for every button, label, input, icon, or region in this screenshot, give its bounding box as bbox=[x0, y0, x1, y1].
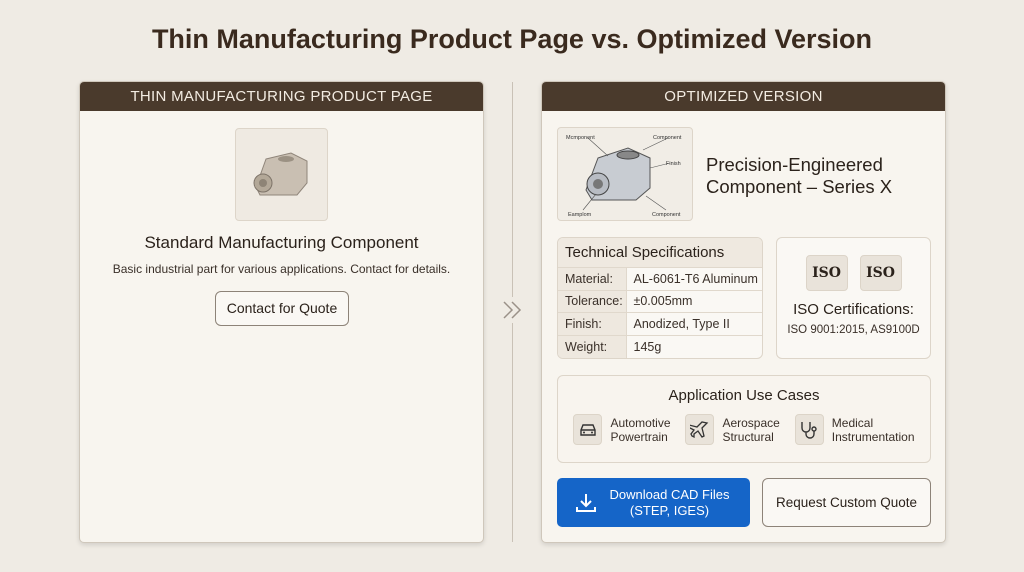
specs-table: Material: AL-6061-T6 Aluminum Tolerance: ±0… bbox=[558, 267, 762, 358]
use-case-label: Structural bbox=[722, 429, 774, 444]
spec-value: ±0.005mm bbox=[626, 289, 762, 313]
spec-label: Material: bbox=[558, 267, 627, 290]
use-case-label: Medical bbox=[831, 415, 874, 430]
chevron-right-icon bbox=[499, 297, 527, 323]
use-case-automotive: Automotive Powertrain bbox=[573, 414, 671, 445]
iso-certifications: ISO ISO ISO Certifications: ISO 9001:201… bbox=[776, 237, 931, 359]
download-label: (STEP, IGES) bbox=[629, 502, 710, 518]
specs-title: Technical Specifications bbox=[558, 238, 762, 267]
use-cases-title: Application Use Cases bbox=[668, 387, 820, 404]
spec-label: Weight: bbox=[558, 334, 627, 358]
use-case-label: Automotive bbox=[610, 415, 671, 430]
spec-row: Tolerance: ±0.005mm bbox=[558, 289, 762, 313]
svg-text:Component: Component bbox=[653, 135, 682, 141]
download-cad-button[interactable]: Download CAD Files (STEP, IGES) bbox=[557, 478, 750, 527]
spec-label: Tolerance: bbox=[558, 289, 627, 313]
svg-text:Mcmponent: Mcmponent bbox=[566, 135, 595, 141]
product-title: Standard Manufacturing Component bbox=[144, 233, 419, 252]
thin-product-panel: THIN MANUFACTURING PRODUCT PAGE Standard… bbox=[79, 81, 484, 543]
technical-specifications: Technical Specifications Material: AL-606… bbox=[557, 237, 763, 359]
optimized-panel: OPTIMIZED VERSION Mcmponent Component Fini… bbox=[541, 81, 946, 543]
spec-row: Weight: 145g bbox=[558, 334, 762, 358]
iso-badge-icon: ISO bbox=[859, 255, 902, 291]
product-title: Precision-Engineered Component – Series … bbox=[706, 154, 892, 198]
svg-text:Component: Component bbox=[652, 212, 681, 218]
download-icon bbox=[576, 493, 596, 512]
panel-header: OPTIMIZED VERSION bbox=[542, 82, 945, 111]
svg-text:Eamplom: Eamplom bbox=[568, 212, 592, 218]
spec-value: AL-6061-T6 Aluminum bbox=[626, 267, 762, 290]
use-case-aerospace: Aerospace Structural bbox=[685, 414, 780, 445]
svg-text:Finish: Finish bbox=[666, 161, 681, 167]
iso-list: ISO 9001:2015, AS9100D bbox=[787, 324, 920, 336]
car-icon bbox=[573, 414, 603, 445]
spec-value: 145g bbox=[626, 334, 762, 358]
spec-row: Material: AL-6061-T6 Aluminum bbox=[558, 267, 762, 290]
iso-title: ISO Certifications: bbox=[793, 301, 914, 318]
request-custom-quote-button[interactable]: Request Custom Quote bbox=[762, 478, 931, 527]
contact-for-quote-button[interactable]: Contact for Quote bbox=[215, 291, 349, 326]
spec-label: Finish: bbox=[558, 312, 627, 335]
product-image bbox=[235, 128, 328, 221]
airplane-icon bbox=[685, 414, 715, 445]
iso-badge-icon: ISO bbox=[805, 255, 848, 291]
use-case-label: Aerospace bbox=[722, 415, 780, 430]
spec-value: Anodized, Type II bbox=[626, 312, 762, 335]
product-title-line: Component – Series X bbox=[706, 176, 893, 197]
panel-header: THIN MANUFACTURING PRODUCT PAGE bbox=[80, 82, 483, 111]
product-description: Basic industrial part for various applic… bbox=[112, 262, 451, 276]
use-case-label: Powertrain bbox=[610, 429, 668, 444]
download-label: Download CAD Files bbox=[609, 486, 730, 502]
product-title-line: Precision-Engineered bbox=[706, 154, 883, 175]
stethoscope-icon bbox=[794, 414, 824, 445]
application-use-cases: Application Use Cases Automotive Powertra… bbox=[557, 375, 931, 463]
use-case-medical: Medical Instrumentation bbox=[794, 414, 915, 445]
page-title: Thin Manufacturing Product Page vs. Opti… bbox=[151, 24, 873, 54]
use-case-label: Instrumentation bbox=[831, 429, 915, 444]
spec-row: Finish: Anodized, Type II bbox=[558, 312, 762, 335]
technical-drawing-image: Mcmponent Component Finish Eamplom Component bbox=[557, 127, 693, 221]
